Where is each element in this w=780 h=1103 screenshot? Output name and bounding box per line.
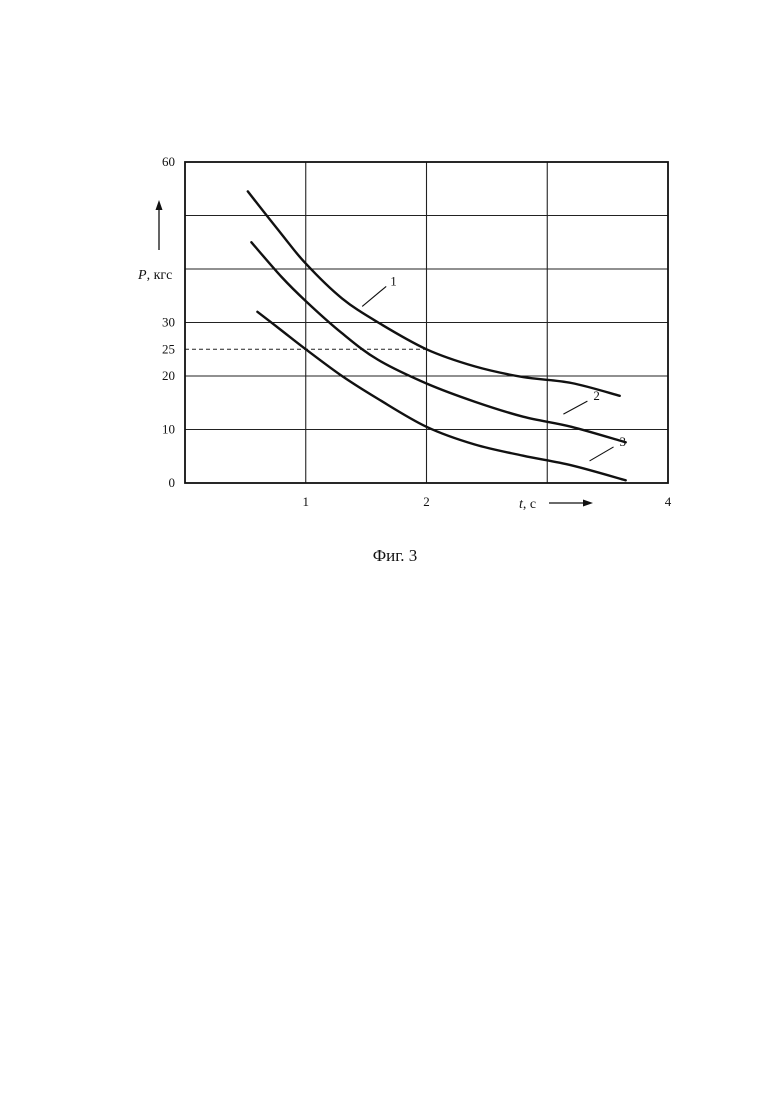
x-axis-arrow-head <box>583 500 593 507</box>
y-axis-arrow-head <box>156 200 163 210</box>
x-tick-label-2: 2 <box>423 494 430 509</box>
y-tick-label-60: 60 <box>162 154 175 169</box>
y-axis-label-symbol: P <box>137 268 147 283</box>
figure-caption: Фиг. 3 <box>0 546 780 566</box>
y-axis-label-group: P, кгс <box>137 200 172 283</box>
x-axis-label-group: t, с <box>519 497 593 512</box>
y-tick-label-25: 25 <box>162 341 175 356</box>
y-tick-label-30: 30 <box>162 315 175 330</box>
y-tick-label-0: 0 <box>169 475 176 490</box>
series-line-1 <box>248 191 620 395</box>
x-axis-label-unit: , с <box>523 497 536 512</box>
x-axis-label: t, с <box>519 497 536 512</box>
y-axis-label-unit: , кгс <box>147 268 173 283</box>
series-line-3 <box>257 312 625 481</box>
leader-line-3 <box>590 447 614 461</box>
y-tick-label-10: 10 <box>162 422 175 437</box>
x-tick-label-4: 4 <box>665 494 672 509</box>
y-tick-label-20: 20 <box>162 368 175 383</box>
series-line-2 <box>251 242 625 442</box>
leader-line-1 <box>362 286 386 306</box>
y-axis-label: P, кгс <box>137 268 172 283</box>
leader-line-2 <box>563 401 587 414</box>
x-tick-label-1: 1 <box>303 494 310 509</box>
tick-labels: 0 10 20 25 30 60 1 2 4 <box>162 154 672 509</box>
curve-leader-lines: 1 2 3 <box>362 273 626 461</box>
series-layer <box>248 191 626 480</box>
curve-label-1: 1 <box>390 273 397 288</box>
curve-label-2: 2 <box>593 388 600 403</box>
curve-label-3: 3 <box>620 434 627 449</box>
